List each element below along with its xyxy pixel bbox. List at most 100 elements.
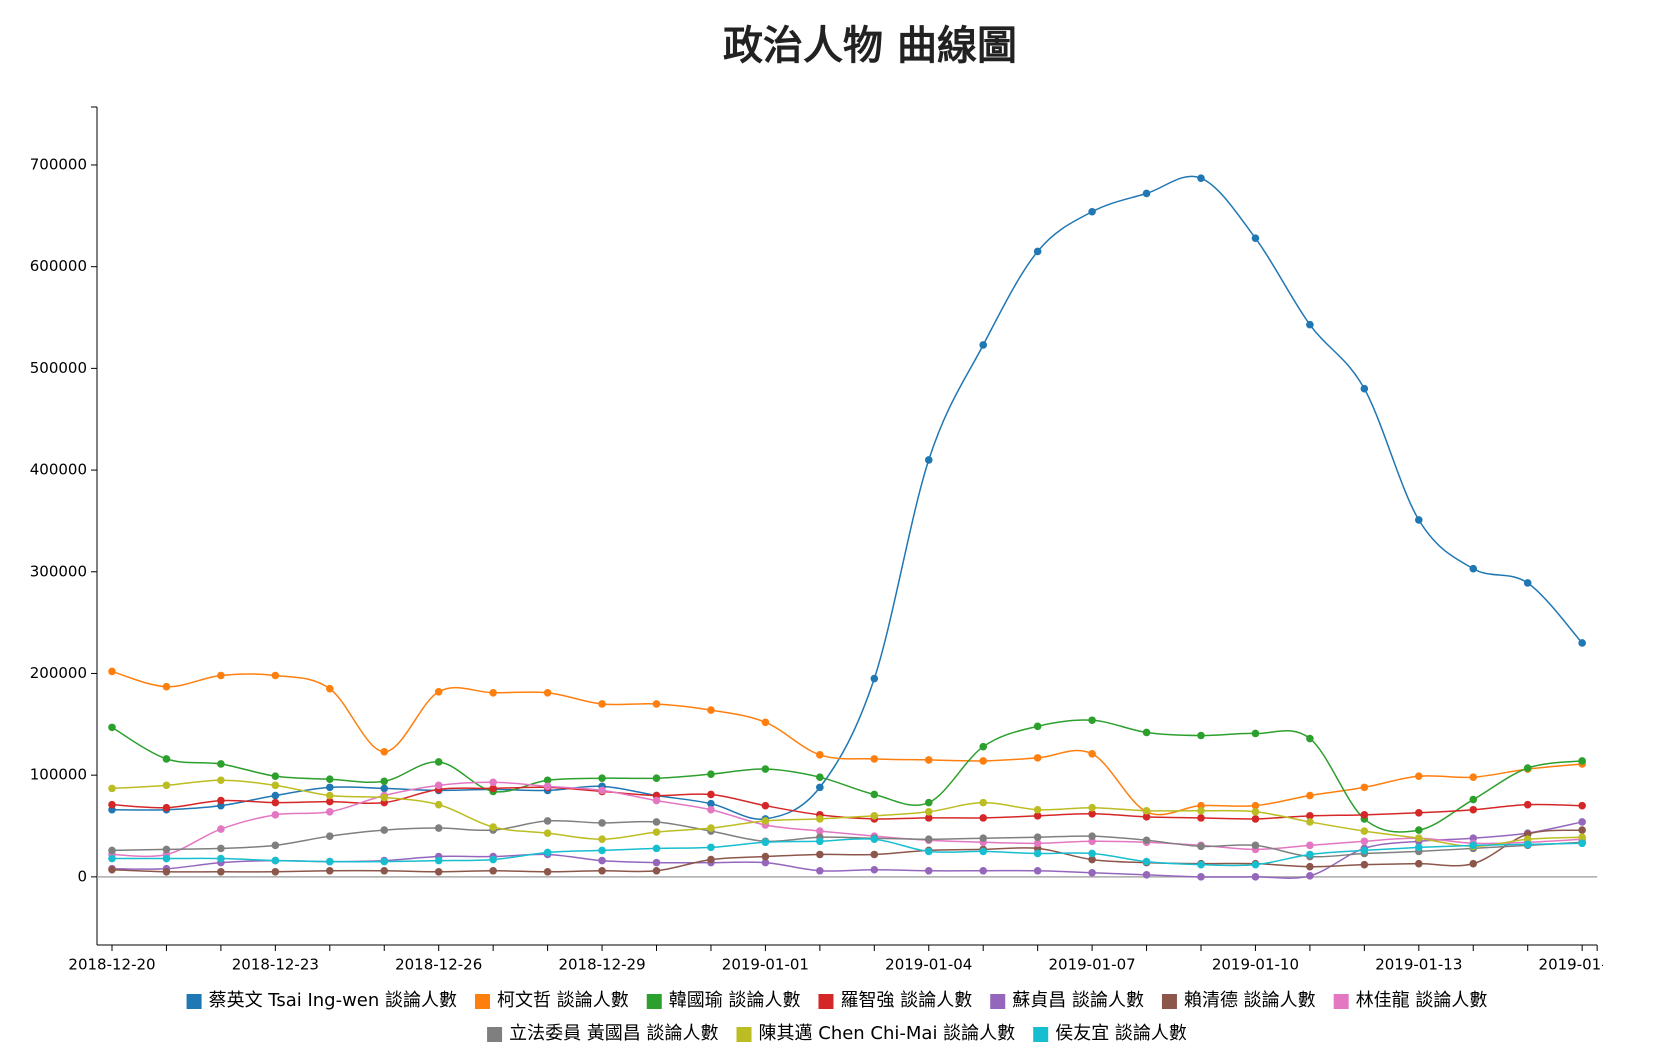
data-point: [816, 751, 824, 759]
data-point: [380, 777, 389, 786]
legend-item: 立法委員 黃國昌 談論人數: [487, 1023, 719, 1044]
data-point: [652, 796, 661, 805]
data-point: [162, 682, 171, 691]
data-point: [1197, 842, 1205, 851]
data-point: [1033, 812, 1042, 820]
data-point: [1469, 859, 1478, 868]
data-point: [1306, 818, 1314, 826]
data-point: [924, 866, 933, 875]
legend-item: 韓國瑜 談論人數: [646, 990, 800, 1011]
data-point: [1088, 750, 1096, 758]
y-tick-label: 300000: [30, 562, 87, 580]
data-point: [707, 770, 715, 778]
data-point: [870, 790, 879, 799]
legend-label: 陳其邁 Chen Chi-Mai 談論人數: [759, 1023, 1016, 1044]
data-point: [489, 784, 497, 793]
data-point: [1033, 833, 1042, 841]
legend: 蔡英文 Tsai Ing-wen 談論人數 柯文哲 談論人數 韓國瑜 談論人數 羅智強…: [186, 990, 1487, 1044]
plot-area: 0 100000 200000 300000 400000 500000 600000 700…: [30, 106, 1603, 974]
data-point: [1088, 207, 1096, 216]
data-point: [1469, 795, 1478, 804]
data-point: [1415, 516, 1423, 524]
data-point: [434, 856, 443, 865]
data-point: [1142, 871, 1151, 879]
data-point: [1360, 837, 1369, 846]
legend-swatch: [186, 994, 202, 1009]
data-point: [816, 866, 824, 875]
legend-item: 柯文哲 談論人數: [475, 990, 629, 1011]
data-point: [271, 671, 280, 680]
data-point: [108, 723, 116, 732]
data-point: [162, 803, 171, 812]
data-point: [979, 341, 987, 349]
data-point: [1523, 840, 1532, 849]
data-point: [162, 781, 171, 790]
data-point: [543, 688, 552, 697]
data-point: [1415, 859, 1423, 868]
data-point: [1306, 841, 1314, 850]
data-point: [1033, 866, 1042, 875]
data-point: [979, 757, 987, 765]
data-point: [1415, 772, 1423, 780]
data-point: [1033, 247, 1042, 256]
data-point: [162, 755, 171, 763]
data-point: [816, 827, 824, 835]
data-point: [598, 835, 606, 844]
data-point: [434, 687, 443, 696]
legend-swatch: [818, 994, 834, 1009]
legend-item: 羅智強 談論人數: [818, 990, 972, 1011]
data-point: [434, 758, 443, 766]
data-point: [1251, 234, 1260, 242]
data-point: [1197, 806, 1205, 815]
data-point: [1251, 729, 1260, 738]
series-line: [111, 779, 1583, 848]
y-tick-label: 500000: [30, 359, 87, 377]
data-point: [1360, 827, 1369, 835]
data-point: [598, 700, 606, 708]
legend-label: 立法委員 黃國昌 談論人數: [509, 1023, 718, 1044]
data-point: [870, 865, 879, 874]
data-point: [1306, 791, 1314, 800]
data-point: [761, 718, 770, 727]
data-point: [652, 700, 661, 708]
data-point: [1088, 810, 1096, 818]
x-tick-label: 2019-01-10: [1212, 956, 1299, 974]
data-point: [1306, 812, 1314, 820]
legend-swatch: [990, 994, 1006, 1009]
data-point: [489, 855, 497, 864]
data-point: [652, 858, 661, 867]
data-point: [1523, 579, 1532, 587]
data-point: [326, 783, 334, 792]
series-line: [111, 175, 1583, 820]
data-point: [598, 786, 606, 795]
data-point: [326, 807, 334, 816]
data-point: [1197, 873, 1205, 881]
data-point: [707, 706, 715, 714]
data-point: [489, 823, 497, 831]
data-point: [1578, 639, 1586, 647]
data-point: [707, 805, 715, 814]
y-tick-label: 700000: [30, 155, 87, 173]
data-point: [1523, 764, 1532, 772]
data-point: [816, 783, 824, 792]
data-point: [162, 845, 171, 854]
data-point: [652, 866, 661, 875]
data-point: [1578, 801, 1586, 810]
legend-item: 蔡英文 Tsai Ing-wen 談論人數: [186, 990, 457, 1011]
data-point: [707, 855, 715, 864]
data-point: [924, 814, 933, 822]
data-point: [1251, 873, 1260, 881]
data-point: [271, 798, 280, 807]
chart-title: 政治人物 曲線圖: [723, 23, 1017, 69]
legend-swatch: [475, 994, 491, 1009]
data-point: [326, 832, 334, 840]
data-point: [924, 835, 933, 844]
data-point: [434, 800, 443, 809]
data-point: [1306, 734, 1314, 743]
data-point: [271, 811, 280, 819]
data-point: [816, 815, 824, 823]
x-tick-label: 2019-01-04: [885, 956, 972, 974]
data-point: [217, 867, 225, 876]
data-point: [434, 781, 443, 790]
